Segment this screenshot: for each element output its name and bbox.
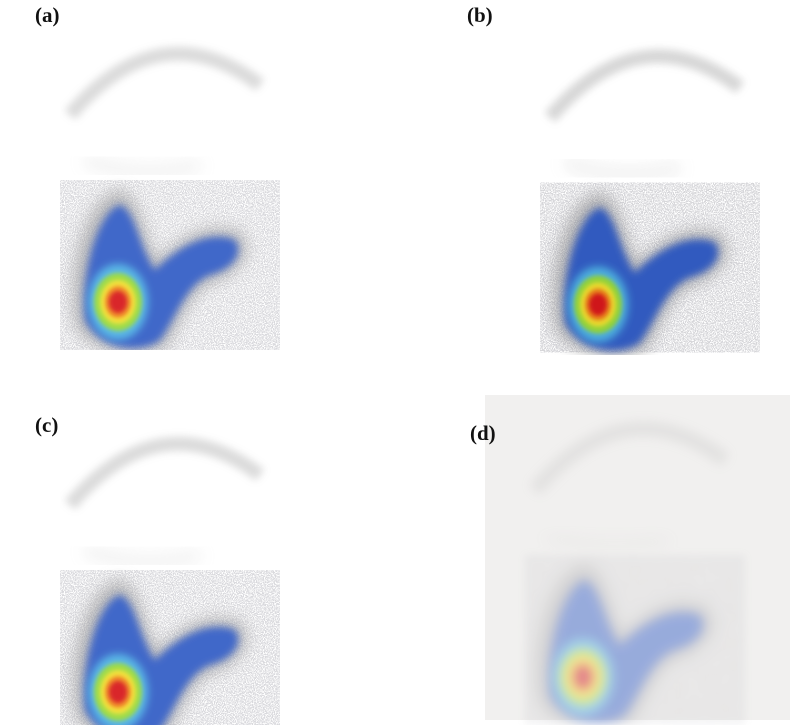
panel-label: (c) [35, 413, 58, 437]
scan-image [60, 444, 280, 725]
page: (a) (b) (c) (d) (() => { const data = JS… [0, 0, 790, 725]
figure: (a) (b) (c) (d) [0, 0, 790, 725]
scan-image [540, 56, 760, 356]
panel-label: (a) [35, 3, 60, 27]
panel-label: (b) [467, 3, 493, 27]
scan-image [60, 54, 280, 354]
panel-label: (d) [470, 421, 496, 445]
